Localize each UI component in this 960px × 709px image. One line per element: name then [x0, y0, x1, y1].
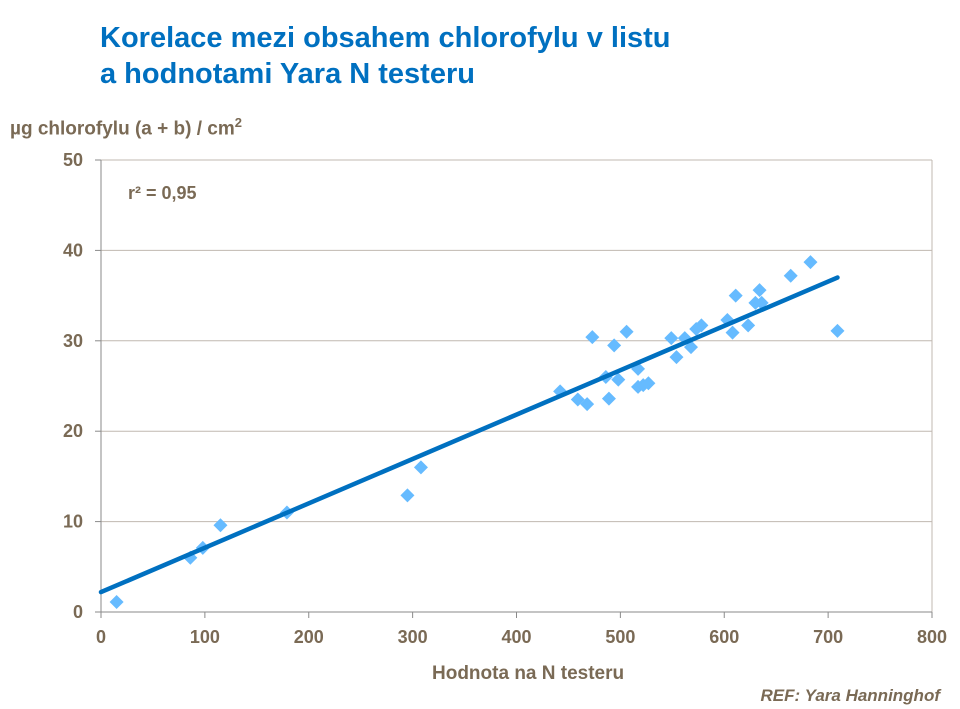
data-point: [413, 460, 428, 475]
x-tick-label: 0: [96, 627, 106, 647]
data-point: [641, 376, 656, 391]
x-axis-label: Hodnota na N testeru: [432, 663, 625, 684]
data-point: [619, 324, 634, 339]
chart-title-line-1: Korelace mezi obsahem chlorofylu v listu: [100, 22, 671, 54]
y-tick-label: 30: [63, 331, 83, 351]
r-squared-annotation: r² = 0,95: [128, 183, 197, 203]
y-axis-label: µg chlorofylu (a + b) / cm2: [10, 115, 242, 140]
y-tick-label: 40: [63, 240, 83, 260]
data-point: [803, 255, 818, 270]
data-point: [611, 372, 626, 387]
data-point: [725, 325, 740, 340]
data-point: [830, 323, 845, 338]
data-point: [664, 331, 679, 346]
x-tick-label: 400: [501, 627, 531, 647]
data-point: [728, 288, 743, 303]
chart-title-line-2: a hodnotami Yara N testeru: [100, 58, 475, 90]
x-tick-label: 700: [813, 627, 843, 647]
x-tick-label: 600: [709, 627, 739, 647]
data-point: [694, 318, 709, 333]
data-point: [213, 518, 228, 533]
y-tick-label: 20: [63, 421, 83, 441]
x-tick-label: 100: [190, 627, 220, 647]
data-point: [752, 283, 767, 298]
data-point: [580, 397, 595, 412]
data-point: [400, 488, 415, 503]
data-point: [109, 595, 124, 610]
source-reference: REF: Yara Hanninghof: [760, 686, 940, 705]
x-tick-label: 200: [294, 627, 324, 647]
y-tick-label: 10: [63, 512, 83, 532]
data-point: [783, 268, 798, 283]
data-point: [741, 318, 756, 333]
data-point: [669, 350, 684, 365]
x-tick-label: 500: [605, 627, 635, 647]
data-point: [585, 330, 600, 345]
chart-title: Korelace mezi obsahem chlorofylu v listu…: [100, 20, 671, 92]
y-tick-label: 50: [63, 150, 83, 170]
data-point: [607, 338, 622, 353]
trendline: [98, 275, 840, 595]
y-tick-label: 0: [73, 602, 83, 622]
x-tick-label: 800: [917, 627, 947, 647]
data-point: [601, 391, 616, 406]
x-tick-label: 300: [398, 627, 428, 647]
